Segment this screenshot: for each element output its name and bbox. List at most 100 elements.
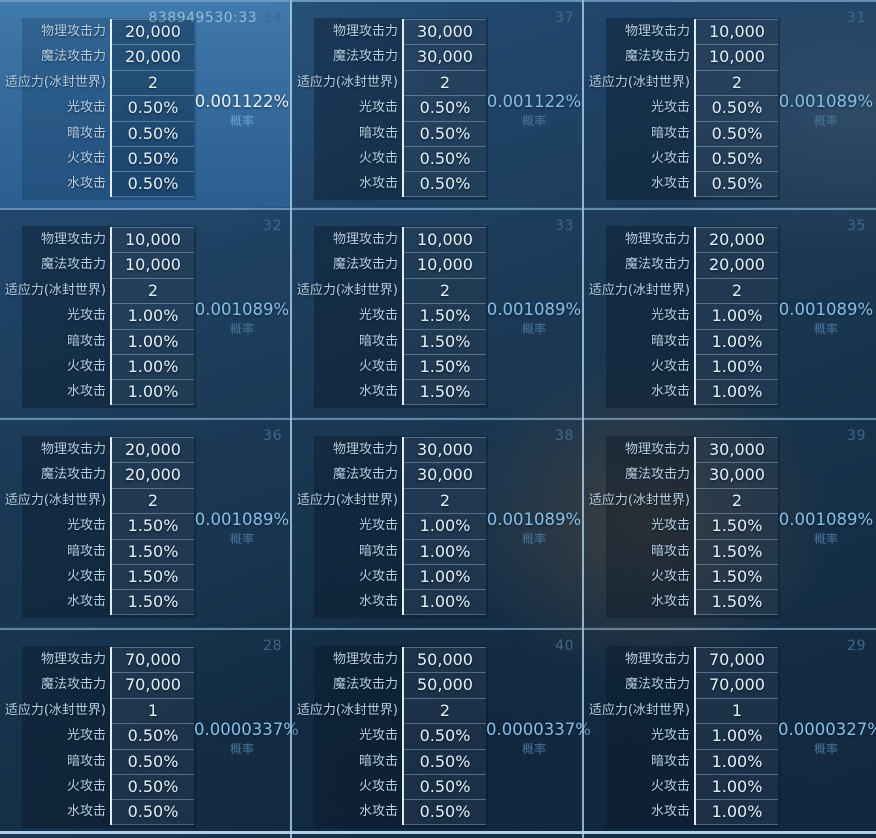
probability-value: 0.001089% — [778, 510, 874, 529]
probability-label: 概率 — [229, 114, 254, 128]
probability-block: 0.001089% 概率 — [194, 300, 290, 337]
stat-label: 水攻击 — [358, 384, 398, 400]
stat-label: 适应力(冰封世界) — [4, 282, 106, 298]
panel-header: 32 — [257, 218, 282, 234]
probability-value: 0.001089% — [486, 300, 582, 319]
probability-block: 0.001122% 概率 — [486, 92, 582, 129]
stat-row-physical-attack: 物理攻击力 70,000 — [0, 647, 292, 673]
stat-row-water-attack: 水攻击 1.00% — [584, 379, 876, 405]
stat-row-water-attack: 水攻击 1.00% — [292, 589, 584, 615]
stat-label: 魔法攻击力 — [624, 257, 690, 273]
stat-row-light-attack: 光攻击 1.00% — [584, 723, 876, 749]
label-value-divider — [402, 19, 404, 197]
stat-panel[interactable]: 28 物理攻击力 70,000 魔法攻击力 70,000 适应力(冰封世界) 1… — [0, 630, 299, 831]
stat-row-magic-attack: 魔法攻击力 30,000 — [292, 462, 584, 488]
probability-label: 概率 — [813, 114, 838, 128]
stat-label: 魔法攻击力 — [40, 257, 106, 273]
stat-panel[interactable]: 38 物理攻击力 30,000 魔法攻击力 30,000 适应力(冰封世界) 2… — [292, 420, 584, 627]
stat-label: 暗攻击 — [66, 543, 106, 559]
stat-rows: 物理攻击力 20,000 魔法攻击力 20,000 适应力(冰封世界) 2 光攻… — [0, 19, 292, 197]
stat-value: 0.50% — [696, 171, 778, 197]
stat-rows: 物理攻击力 30,000 魔法攻击力 30,000 适应力(冰封世界) 2 光攻… — [584, 437, 876, 615]
stat-panel[interactable]: 33 物理攻击力 10,000 魔法攻击力 10,000 适应力(冰封世界) 2… — [292, 210, 584, 417]
label-value-divider — [694, 647, 696, 825]
stat-value: 0.50% — [696, 95, 778, 121]
stat-row-water-attack: 水攻击 0.50% — [292, 171, 584, 197]
probability-block: 0.001089% 概率 — [778, 300, 874, 337]
stat-label: 火攻击 — [358, 778, 398, 794]
stat-row-adaptability: 适应力(冰封世界) 2 — [584, 69, 876, 96]
stat-row-physical-attack: 物理攻击力 70,000 — [584, 647, 876, 673]
stat-panel[interactable]: 37 物理攻击力 30,000 魔法攻击力 30,000 适应力(冰封世界) 2… — [292, 2, 584, 207]
stat-label: 魔法攻击力 — [624, 49, 690, 65]
stat-row-light-attack: 光攻击 0.50% — [0, 723, 292, 749]
probability-block: 0.0000327% 概率 — [778, 720, 876, 757]
stat-label: 水攻击 — [66, 176, 106, 192]
stat-rows: 物理攻击力 50,000 魔法攻击力 50,000 适应力(冰封世界) 2 光攻… — [292, 647, 584, 825]
stat-panel[interactable]: 838949530:33 34 物理攻击力 20,000 魔法攻击力 20,000… — [0, 2, 292, 207]
panel-id-number: 28 — [263, 638, 282, 654]
stat-panel[interactable]: 40 物理攻击力 50,000 魔法攻击力 50,000 适应力(冰封世界) 2… — [292, 630, 591, 831]
stat-label: 魔法攻击力 — [624, 467, 690, 483]
panel-header: 838949530:33 34 — [148, 10, 282, 26]
label-value-divider — [402, 437, 404, 615]
panel-content-backdrop — [606, 646, 780, 828]
stat-value: 70,000 — [112, 672, 194, 698]
stat-value: 30,000 — [696, 437, 778, 463]
stat-value: 10,000 — [404, 227, 486, 253]
stat-value: 2 — [404, 487, 486, 514]
stat-value: 1 — [696, 697, 778, 724]
stat-panel[interactable]: 36 物理攻击力 20,000 魔法攻击力 20,000 适应力(冰封世界) 2… — [0, 420, 292, 627]
stat-value: 20,000 — [696, 227, 778, 253]
stat-value: 1.00% — [112, 353, 194, 380]
stat-panel[interactable]: 39 物理攻击力 30,000 魔法攻击力 30,000 适应力(冰封世界) 2… — [584, 420, 876, 627]
stat-label: 暗攻击 — [66, 125, 106, 141]
stat-value: 1.00% — [404, 589, 486, 615]
label-value-divider — [402, 647, 404, 825]
stat-label: 物理攻击力 — [40, 232, 106, 247]
stat-row-fire-attack: 火攻击 0.50% — [584, 145, 876, 172]
panel-id-number: 29 — [847, 638, 866, 654]
stat-row-water-attack: 水攻击 0.50% — [0, 171, 292, 197]
stat-row-adaptability: 适应力(冰封世界) 2 — [584, 277, 876, 304]
stat-value: 30,000 — [404, 462, 486, 488]
stat-row-physical-attack: 物理攻击力 30,000 — [584, 437, 876, 463]
panel-header: 38 — [549, 428, 574, 444]
stat-value: 0.50% — [404, 95, 486, 121]
stat-label: 水攻击 — [650, 594, 690, 610]
stat-panel[interactable]: 32 物理攻击力 10,000 魔法攻击力 10,000 适应力(冰封世界) 2… — [0, 210, 292, 417]
stat-value: 1.00% — [404, 513, 486, 539]
stat-row-fire-attack: 火攻击 1.00% — [584, 353, 876, 380]
stat-row-adaptability: 适应力(冰封世界) 2 — [292, 697, 584, 724]
stat-label: 光攻击 — [66, 728, 106, 744]
stat-row-physical-attack: 物理攻击力 10,000 — [292, 227, 584, 253]
stat-value: 1.50% — [112, 513, 194, 539]
stat-value: 0.50% — [404, 773, 486, 800]
stat-row-physical-attack: 物理攻击力 10,000 — [0, 227, 292, 253]
stat-row-light-attack: 光攻击 0.50% — [584, 95, 876, 121]
stat-panel[interactable]: 29 物理攻击力 70,000 魔法攻击力 70,000 适应力(冰封世界) 1… — [584, 630, 876, 831]
stat-label: 魔法攻击力 — [40, 677, 106, 693]
panel-id-number: 33 — [555, 218, 574, 234]
stat-label: 火攻击 — [66, 150, 106, 166]
stat-label: 物理攻击力 — [332, 24, 398, 39]
stat-label: 水攻击 — [66, 384, 106, 400]
stat-row-physical-attack: 物理攻击力 20,000 — [0, 19, 292, 45]
stat-row-physical-attack: 物理攻击力 30,000 — [292, 437, 584, 463]
label-value-divider — [694, 19, 696, 197]
stat-row-physical-attack: 物理攻击力 30,000 — [292, 19, 584, 45]
stat-panel[interactable]: 35 物理攻击力 20,000 魔法攻击力 20,000 适应力(冰封世界) 2… — [584, 210, 876, 417]
stat-label: 适应力(冰封世界) — [588, 702, 690, 718]
stat-label: 火攻击 — [650, 358, 690, 374]
stat-row-magic-attack: 魔法攻击力 30,000 — [292, 44, 584, 70]
stat-label: 光攻击 — [650, 308, 690, 324]
stat-panel[interactable]: 31 物理攻击力 10,000 魔法攻击力 10,000 适应力(冰封世界) 2… — [584, 2, 876, 207]
stat-label: 适应力(冰封世界) — [588, 74, 690, 90]
stat-value: 1.50% — [112, 538, 194, 564]
stat-row-physical-attack: 物理攻击力 20,000 — [584, 227, 876, 253]
stat-value: 1.50% — [696, 563, 778, 590]
stat-row-magic-attack: 魔法攻击力 10,000 — [292, 252, 584, 278]
label-value-divider — [694, 437, 696, 615]
stat-value: 50,000 — [404, 672, 486, 698]
stat-value: 1.00% — [112, 379, 194, 405]
